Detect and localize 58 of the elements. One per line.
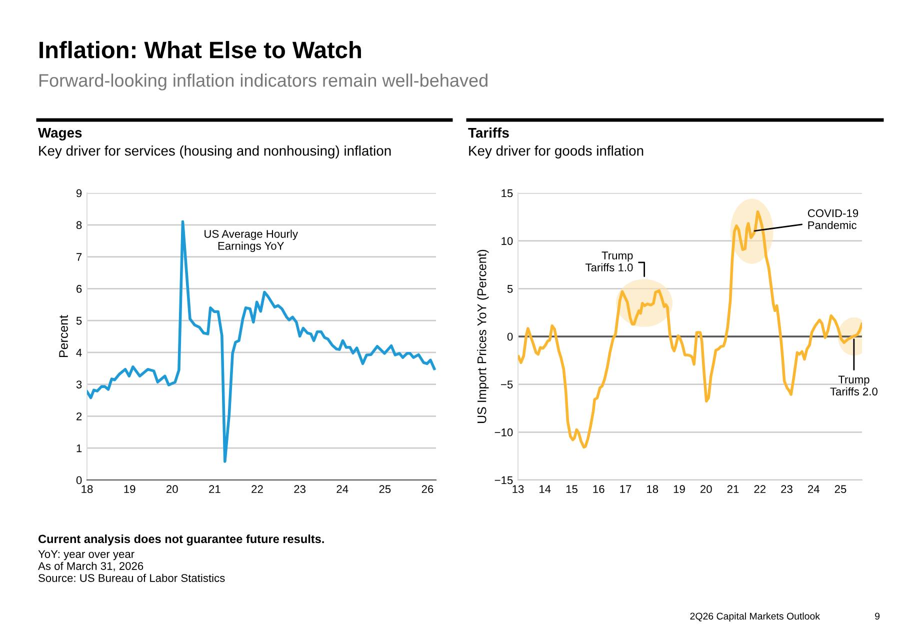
x-tick-label: 26: [422, 485, 434, 494]
x-tick-label: 23: [781, 485, 792, 494]
x-tick-label: 21: [727, 485, 739, 493]
x-tick-label: 17: [620, 485, 632, 493]
x-tick-label: 13: [512, 485, 524, 494]
y-tick-label: 0: [507, 332, 513, 341]
chart-title: Wages: [38, 128, 82, 140]
y-tick-label: 0: [76, 476, 82, 484]
text: 2Q26 Capital Markets Outlook: [690, 612, 820, 622]
x-tick-label: 25: [379, 485, 391, 494]
y-tick-label: 10: [502, 237, 513, 245]
x-tick-label: 22: [754, 485, 766, 493]
x-tick-label: 19: [674, 485, 685, 494]
x-tick-label: 18: [647, 485, 658, 494]
x-tick-label: 23: [294, 485, 306, 494]
x-tick-label: 25: [834, 485, 846, 494]
text: YoY: year over year: [38, 550, 134, 560]
y-tick-label: 15: [502, 189, 513, 198]
x-tick-label: 15: [566, 485, 578, 494]
source-note: Source: US Bureau of Labor Statistics: [38, 574, 225, 582]
text: Current analysis does not guarantee future results.: [38, 534, 324, 546]
x-tick-label: 14: [540, 485, 551, 493]
y-tick-label: 5: [507, 285, 513, 293]
x-tick-label: 19: [124, 485, 136, 494]
x-tick-label: 24: [336, 485, 348, 493]
x-tick-label: 16: [593, 485, 604, 494]
y-tick-label: 8: [76, 221, 82, 230]
series-label: US Average Hourly Earnings YoY: [204, 230, 298, 252]
y-axis-title: US Import Prices YoY (Percent): [477, 250, 489, 423]
annotation: Trump Tariffs 1.0: [585, 252, 633, 272]
line-series: [87, 220, 436, 463]
y-tick-label: 6: [76, 284, 82, 293]
chart-subtitle: Key driver for goods inflation: [469, 146, 644, 158]
x-tick-label: 24: [808, 485, 820, 493]
chart-title: Tariffs: [468, 128, 509, 138]
y-tick-label: 1: [76, 444, 82, 452]
annotation: COVID-19 Pandemic: [808, 209, 858, 230]
y-tick-label: −10: [494, 428, 513, 436]
y-tick-label: 5: [76, 316, 82, 325]
text: As of March 31, 2026: [38, 562, 144, 572]
x-tick-label: 18: [82, 485, 93, 494]
y-tick-label: 3: [76, 380, 82, 388]
chart-subtitle: Key driver for services (housing and nonhousing) inflation: [39, 146, 391, 158]
text: Inflation: What Else to Watch: [40, 40, 361, 58]
text: Forward-looking inflation indicators remain well-behaved: [39, 74, 488, 90]
annotation: Trump Tariffs 2.0: [830, 376, 878, 396]
y-tick-label: 9: [76, 189, 82, 198]
y-tick-label: 2: [76, 412, 82, 420]
y-tick-label: −15: [494, 476, 513, 484]
x-tick-label: 21: [209, 485, 220, 493]
y-tick-label: 4: [76, 348, 82, 356]
x-tick-label: 22: [252, 485, 263, 493]
x-tick-label: 20: [700, 485, 712, 494]
y-tick-label: 7: [76, 253, 82, 261]
y-tick-label: −5: [501, 380, 513, 388]
y-axis-title: Percent: [59, 315, 68, 358]
text: 9: [875, 612, 880, 620]
x-tick-label: 20: [166, 485, 178, 494]
